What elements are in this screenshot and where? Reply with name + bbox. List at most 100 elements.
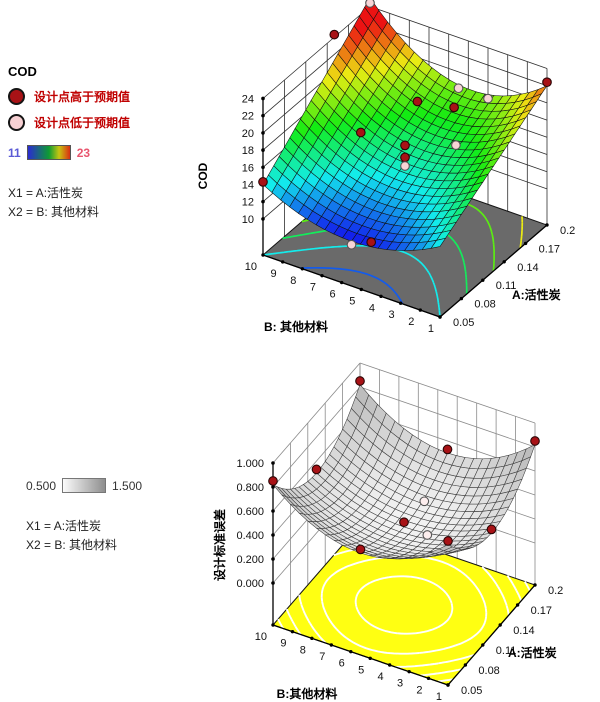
x-tick-label: 0.08 [474,299,495,311]
gray-scale-min: 0.500 [26,478,57,493]
legend-above-label: 设计点高于预期值 [34,90,131,104]
contour-line [320,555,488,655]
color-scale-bar [26,145,71,160]
design-point-below [419,496,430,507]
x-tick-label: 0.14 [513,625,534,637]
y-tick-label: 3 [397,678,403,690]
legend-below-label: 设计点低于预期值 [34,116,131,130]
factor-x1: X1 = A:活性炭 [26,519,102,533]
design-point-below-icon [8,114,25,131]
y-tick-label: 9 [271,268,277,280]
stderr-response-surface-plot: 0.000 0.200 0.400 0.600 0.800 1.000 10 9 8 7 6 5 4 3 2… [212,362,563,702]
x-tick-label: 0.05 [461,685,482,697]
factor-x2: X2 = B: 其他材料 [8,204,100,219]
z-tick-label: 24 [242,93,254,105]
design-point-below [483,93,493,104]
y-tick-label: 3 [389,309,395,321]
z-tick-label: 14 [242,179,254,191]
design-point-above [399,517,409,528]
design-point-above [366,237,377,247]
color-scale-max: 23 [76,145,91,160]
y-tick-label: 1 [436,691,442,702]
z-tick-label: 20 [242,128,254,140]
x-tick-label: 0.17 [539,243,560,255]
y-tick-label: 6 [330,289,336,301]
design-point-above [258,177,268,187]
z-tick-label: 10 [242,214,254,226]
z-tick-label: 0.600 [236,506,264,518]
design-point-below [453,83,464,94]
design-point-above [355,544,366,555]
design-point-above-icon [8,88,25,105]
z-tick-label: 18 [242,145,254,157]
y-tick-label: 5 [349,295,355,307]
z-tick-label: 12 [242,197,254,209]
z-tick-label: 1.000 [236,458,264,470]
x-tick-label: 0.2 [560,225,575,237]
x-tick-label: 0.17 [531,605,552,617]
y-tick-label: 7 [310,282,316,294]
design-point-below [365,0,375,8]
design-point-above [400,152,410,163]
design-point-above [355,376,365,386]
design-point-below [422,530,433,540]
legend-title: COD [8,64,37,79]
factor-x2: X2 = B: 其他材料 [26,537,118,552]
y-tick-label: 8 [300,644,306,656]
y-tick-label: 9 [280,638,286,650]
gray-scale-bar [62,478,107,493]
plot1-z-axis-label: COD [196,162,210,189]
x-tick-label: 0.2 [548,585,563,597]
y-tick-label: 2 [408,316,414,328]
x-tick-label: 0.08 [478,665,499,677]
plot2-z-axis-label: 设计标准误差 [212,509,227,581]
z-tick-label: 0.000 [236,578,264,590]
design-point-above [400,140,410,151]
design-point-above [329,29,340,40]
y-tick-label: 1 [428,323,434,335]
gray-scale-max: 1.500 [112,478,143,493]
gray-scale: 0.500 1.500 [26,478,142,493]
z-tick-label: 0.400 [236,530,264,542]
design-point-above [355,127,366,138]
plot1-x-axis-label: A:活性炭 [512,287,561,302]
z-tick-label: 22 [242,111,254,123]
design-point-below [346,239,357,250]
y-tick-label: 5 [358,664,364,676]
z-tick-label: 0.200 [236,554,264,566]
x-tick-label: 0.11 [496,645,517,657]
y-tick-label: 7 [319,651,325,663]
y-tick-label: 2 [416,684,422,696]
legend-item-below: 设计点低于预期值 [8,114,130,131]
y-tick-label: 4 [378,671,384,683]
y-tick-label: 8 [290,275,296,287]
design-point-above [443,536,453,546]
design-point-above [449,102,459,113]
stderr-legend: 0.500 1.500 X1 = A:活性炭 X2 = B: 其他材料 [26,478,142,554]
x-tick-label: 0.14 [517,262,538,274]
contour-line [354,575,454,635]
design-point-above [542,77,552,88]
design-point-above [442,444,453,455]
factor-x1: X1 = A:活性炭 [8,186,84,200]
y-tick-label: 10 [245,261,257,273]
design-point-above [268,476,278,486]
plot2-x-axis-label: A:活性炭 [508,645,557,660]
color-scale: 11 23 [8,145,130,160]
design-point-above [311,464,322,475]
factor-definitions: X1 = A:活性炭 X2 = B: 其他材料 [8,184,130,221]
factor-definitions: X1 = A:活性炭 X2 = B: 其他材料 [26,517,142,554]
color-scale-min: 11 [8,145,21,160]
y-tick-label: 6 [339,658,345,670]
x-tick-label: 0.11 [496,280,517,292]
design-point-below [400,161,410,171]
plot1-y-axis-label: B: 其他材料 [264,319,328,334]
design-point-above [412,96,423,107]
y-tick-label: 4 [369,302,375,314]
legend-item-above: 设计点高于预期值 [8,88,130,105]
design-point-above [486,524,497,535]
plot2-y-axis-label: B:其他材料 [277,686,338,701]
design-point-above [530,436,540,446]
